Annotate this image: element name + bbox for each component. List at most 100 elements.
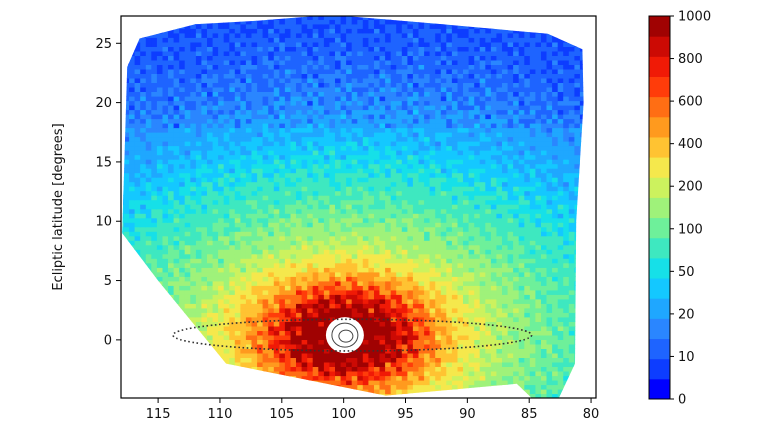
heatmap-cell [462, 244, 469, 250]
heatmap-cell [412, 235, 419, 241]
heatmap-cell [351, 226, 358, 232]
heatmap-cell [557, 366, 564, 372]
heatmap-cell [295, 307, 302, 313]
heatmap-cell [440, 177, 447, 183]
heatmap-cell [395, 217, 402, 223]
heatmap-cell [262, 217, 269, 223]
heatmap-cell [540, 244, 547, 250]
heatmap-cell [273, 325, 280, 331]
heatmap-cell [551, 375, 558, 381]
heatmap-cell [534, 371, 541, 377]
heatmap-cell [334, 154, 341, 160]
heatmap-cell [479, 186, 486, 192]
heatmap-cell [273, 357, 280, 363]
heatmap-cell [384, 159, 391, 165]
heatmap-cell [440, 307, 447, 313]
heatmap-cell [456, 307, 463, 313]
heatmap-cell [345, 361, 352, 367]
heatmap-cell [406, 334, 413, 340]
heatmap-cell [156, 163, 163, 169]
heatmap-cell [234, 334, 241, 340]
heatmap-cell [161, 208, 168, 214]
heatmap-cell [273, 136, 280, 142]
heatmap-cell [429, 136, 436, 142]
heatmap-cell [495, 366, 502, 372]
heatmap-cell [557, 276, 564, 282]
heatmap-cell [173, 213, 180, 219]
heatmap-cell [417, 195, 425, 201]
heatmap-cell [490, 190, 497, 196]
heatmap-cell [234, 154, 241, 160]
heatmap-cell [351, 145, 358, 151]
heatmap-cell [267, 177, 274, 183]
heatmap-cell [200, 222, 207, 228]
heatmap-cell [440, 348, 447, 354]
heatmap-cell [250, 145, 258, 151]
heatmap-cell [540, 217, 547, 223]
heatmap-cell [451, 289, 458, 295]
heatmap-cell [462, 271, 469, 277]
heatmap-cell [573, 141, 580, 147]
heatmap-cell [384, 298, 391, 304]
heatmap-cell [506, 321, 514, 327]
heatmap-cell [245, 294, 252, 300]
heatmap-cell [479, 339, 486, 345]
heatmap-cell [301, 172, 308, 178]
heatmap-cell [501, 168, 508, 174]
heatmap-cell [273, 343, 280, 349]
heatmap-cell [256, 226, 263, 232]
heatmap-cell [557, 226, 564, 232]
heatmap-cell [128, 177, 135, 183]
heatmap-cell [345, 217, 352, 223]
heatmap-cell [490, 267, 497, 273]
heatmap-cell [518, 186, 525, 192]
heatmap-cell [390, 258, 397, 264]
heatmap-cell [373, 190, 380, 196]
heatmap-cell [195, 276, 202, 282]
heatmap-cell [401, 348, 408, 354]
heatmap-cell [473, 375, 480, 381]
heatmap-cell [445, 321, 452, 327]
heatmap-cell [306, 195, 313, 201]
heatmap-cell [362, 204, 369, 210]
heatmap-cell [362, 141, 369, 147]
heatmap-cell [373, 352, 380, 358]
heatmap-cell [351, 154, 358, 160]
heatmap-cell [501, 271, 508, 277]
heatmap-cell [161, 172, 168, 178]
heatmap-cell [540, 298, 547, 304]
heatmap-cell [506, 226, 514, 232]
heatmap-cell [145, 204, 152, 210]
heatmap-cell [545, 393, 553, 398]
heatmap-cell [323, 150, 330, 156]
heatmap-cell [512, 294, 519, 300]
heatmap-cell [262, 280, 269, 286]
heatmap-cell [306, 280, 313, 286]
heatmap-cell [278, 190, 285, 196]
heatmap-cell [445, 150, 452, 156]
heatmap-cell [250, 222, 258, 228]
heatmap-cell [301, 163, 308, 169]
heatmap-cell [557, 213, 564, 219]
heatmap-cell [284, 307, 291, 313]
heatmap-cell [145, 226, 152, 232]
heatmap-cell [328, 177, 335, 183]
heatmap-cell [189, 159, 196, 165]
heatmap-cell [356, 267, 363, 273]
heatmap-cell [479, 244, 486, 250]
heatmap-cell [557, 375, 564, 381]
heatmap-cell [495, 357, 502, 363]
heatmap-cell [456, 181, 463, 187]
heatmap-cell [378, 371, 386, 377]
heatmap-cell [306, 375, 313, 381]
heatmap-cell [362, 280, 369, 286]
heatmap-cell [334, 289, 341, 295]
heatmap-cell [401, 303, 408, 309]
heatmap-cell [306, 285, 313, 291]
heatmap-cell [562, 267, 569, 273]
heatmap-cell [545, 231, 553, 237]
heatmap-cell [339, 235, 347, 241]
heatmap-cell [367, 343, 374, 349]
heatmap-cell [440, 235, 447, 241]
heatmap-cell [473, 280, 480, 286]
